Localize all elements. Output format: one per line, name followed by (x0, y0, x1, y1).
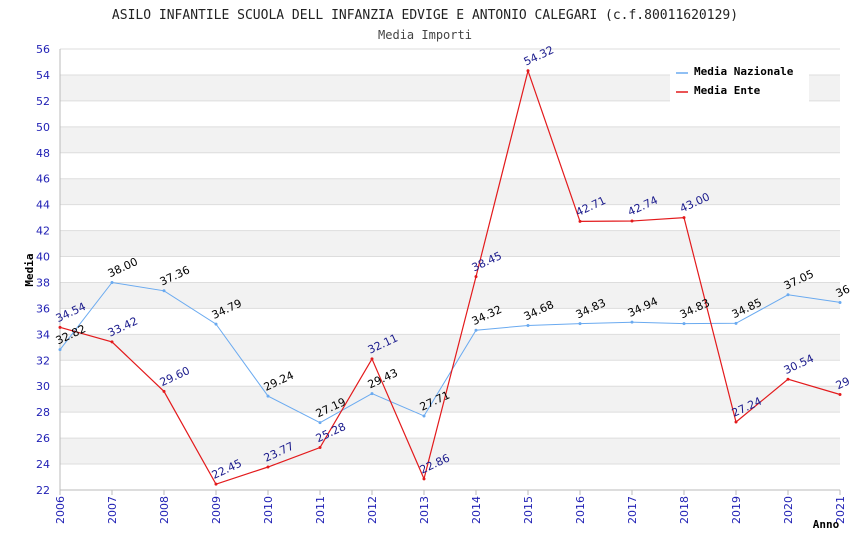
y-tick-label: 24 (36, 458, 50, 471)
data-point (214, 482, 218, 486)
legend-label-ente: Media Ente (694, 84, 761, 97)
plot-band (60, 386, 840, 413)
x-tick-label: 2015 (522, 496, 535, 524)
series-line-0 (59, 281, 841, 424)
y-tick-label: 56 (36, 43, 50, 56)
y-axis-label: Media (23, 253, 36, 286)
data-point (422, 414, 426, 418)
y-tick-label: 42 (36, 225, 50, 238)
x-tick-label: 2012 (366, 496, 379, 524)
y-tick-label: 38 (36, 276, 50, 289)
y-tick-label: 48 (36, 147, 50, 160)
data-point (578, 219, 582, 223)
y-tick-label: 34 (36, 328, 50, 341)
data-point (474, 275, 478, 279)
legend: Media Nazionale Media Ente (670, 58, 809, 102)
plot-band (60, 282, 840, 309)
data-point (110, 340, 114, 344)
legend-box (670, 58, 809, 102)
data-point (162, 389, 166, 393)
series-lines (59, 68, 841, 485)
x-tick-label: 2020 (782, 496, 795, 524)
data-point (786, 293, 790, 297)
data-point (162, 289, 166, 293)
data-point (422, 477, 426, 481)
data-point (526, 69, 530, 73)
data-point (734, 321, 738, 325)
plot-band (60, 438, 840, 465)
data-point (318, 421, 322, 425)
x-tick-label: 2007 (106, 496, 119, 524)
y-tick-label: 46 (36, 173, 50, 186)
data-point (266, 394, 270, 398)
x-tick-labels: 2006 2007 2008 2009 2010 2011 2012 2013 2014 2015… (54, 496, 847, 524)
y-tick-label: 50 (36, 121, 50, 134)
y-tick-label: 32 (36, 354, 50, 367)
y-tick-label: 52 (36, 95, 50, 108)
plot-band (60, 178, 840, 205)
data-point (58, 325, 62, 329)
chart-subtitle: Media Importi (378, 28, 472, 42)
data-point (474, 328, 478, 332)
y-tick-label: 44 (36, 199, 50, 212)
data-point (682, 216, 686, 220)
x-tick-label: 2014 (470, 496, 483, 524)
data-point (370, 357, 374, 361)
data-label: 38.00 (106, 255, 140, 280)
plot-band (60, 334, 840, 361)
plot-band (60, 126, 840, 153)
data-point (786, 377, 790, 381)
data-label: 29.60 (158, 364, 192, 389)
data-point (838, 300, 842, 304)
y-tick-label: 22 (36, 484, 50, 497)
x-tick-label: 2019 (730, 496, 743, 524)
x-axis-label: Anno (813, 518, 840, 531)
y-tick-label: 30 (36, 380, 50, 393)
data-point (838, 393, 842, 397)
data-point (266, 465, 270, 469)
data-point (110, 280, 114, 284)
x-tick-label: 2016 (574, 496, 587, 524)
axes (59, 49, 841, 495)
data-point (734, 420, 738, 424)
data-point (58, 348, 62, 352)
x-tick-label: 2010 (262, 496, 275, 524)
data-point (526, 324, 530, 328)
data-point (370, 392, 374, 396)
y-tick-label: 40 (36, 251, 50, 264)
x-tick-label: 2006 (54, 496, 67, 524)
chart-title: ASILO INFANTILE SCUOLA DELL INFANZIA EDV… (112, 8, 738, 23)
y-tick-labels: 22 24 26 28 30 32 34 36 38 40 42 44 46 48 50 52 54 56 (36, 43, 50, 497)
x-tick-label: 2009 (210, 496, 223, 524)
x-tick-label: 2013 (418, 496, 431, 524)
x-tick-label: 2008 (158, 496, 171, 524)
x-tick-label: 2017 (626, 496, 639, 524)
data-point (578, 322, 582, 326)
data-point (630, 219, 634, 223)
y-tick-label: 36 (36, 302, 50, 315)
plot-bands (60, 74, 840, 465)
y-tick-label: 54 (36, 69, 50, 82)
y-tick-label: 26 (36, 432, 50, 445)
x-tick-label: 2011 (314, 496, 327, 524)
data-point (682, 322, 686, 326)
x-tick-label: 2021 (834, 496, 847, 524)
series-points (58, 69, 842, 486)
series-line-1 (59, 68, 841, 485)
legend-label-nazionale: Media Nazionale (694, 65, 794, 78)
y-tick-label: 28 (36, 406, 50, 419)
x-tick-label: 2018 (678, 496, 691, 524)
plot-band (60, 230, 840, 257)
data-label: 54.32 (522, 43, 556, 68)
data-point (318, 445, 322, 449)
data-point (630, 320, 634, 324)
data-point (214, 322, 218, 326)
